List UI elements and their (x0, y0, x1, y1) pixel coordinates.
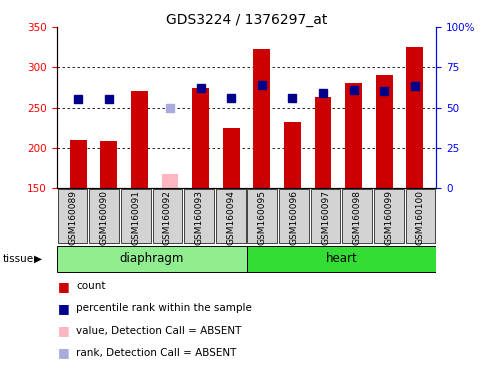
Text: GSM160094: GSM160094 (226, 190, 235, 245)
Text: ■: ■ (58, 280, 70, 293)
Text: GSM160089: GSM160089 (68, 190, 77, 245)
Text: GSM160095: GSM160095 (258, 190, 267, 245)
FancyBboxPatch shape (279, 189, 309, 243)
Text: GSM160092: GSM160092 (163, 190, 172, 245)
FancyBboxPatch shape (58, 189, 87, 243)
Text: ■: ■ (58, 302, 70, 315)
FancyBboxPatch shape (216, 189, 246, 243)
Text: GSM160100: GSM160100 (416, 190, 425, 245)
FancyBboxPatch shape (246, 246, 436, 272)
Text: GSM160090: GSM160090 (100, 190, 108, 245)
Text: GSM160097: GSM160097 (321, 190, 330, 245)
Text: value, Detection Call = ABSENT: value, Detection Call = ABSENT (76, 326, 242, 336)
Bar (376, 75, 393, 188)
FancyBboxPatch shape (89, 189, 119, 243)
Bar (406, 47, 423, 188)
Text: GDS3224 / 1376297_at: GDS3224 / 1376297_at (166, 13, 327, 27)
Text: heart: heart (325, 252, 357, 265)
Text: GSM160099: GSM160099 (385, 190, 393, 245)
Bar (253, 49, 270, 188)
Text: rank, Detection Call = ABSENT: rank, Detection Call = ABSENT (76, 348, 237, 358)
Bar (284, 122, 301, 188)
Bar (315, 97, 331, 188)
FancyBboxPatch shape (57, 246, 246, 272)
Text: count: count (76, 281, 106, 291)
FancyBboxPatch shape (247, 189, 277, 243)
Text: ■: ■ (58, 324, 70, 337)
Bar (223, 129, 240, 188)
FancyBboxPatch shape (152, 189, 182, 243)
FancyBboxPatch shape (121, 189, 151, 243)
Bar (100, 141, 117, 188)
Text: tissue: tissue (2, 254, 34, 264)
FancyBboxPatch shape (406, 189, 435, 243)
Bar (192, 88, 209, 188)
Text: GSM160091: GSM160091 (131, 190, 141, 245)
Text: GSM160096: GSM160096 (289, 190, 298, 245)
Text: diaphragm: diaphragm (119, 252, 184, 265)
FancyBboxPatch shape (311, 189, 341, 243)
Bar (70, 140, 87, 188)
Text: GSM160098: GSM160098 (352, 190, 362, 245)
Text: GSM160093: GSM160093 (195, 190, 204, 245)
Text: percentile rank within the sample: percentile rank within the sample (76, 303, 252, 313)
FancyBboxPatch shape (184, 189, 214, 243)
FancyBboxPatch shape (374, 189, 404, 243)
Text: ■: ■ (58, 346, 70, 359)
Text: ▶: ▶ (34, 254, 41, 264)
Bar (345, 83, 362, 188)
FancyBboxPatch shape (342, 189, 372, 243)
Bar (131, 91, 148, 188)
Bar (162, 174, 178, 188)
